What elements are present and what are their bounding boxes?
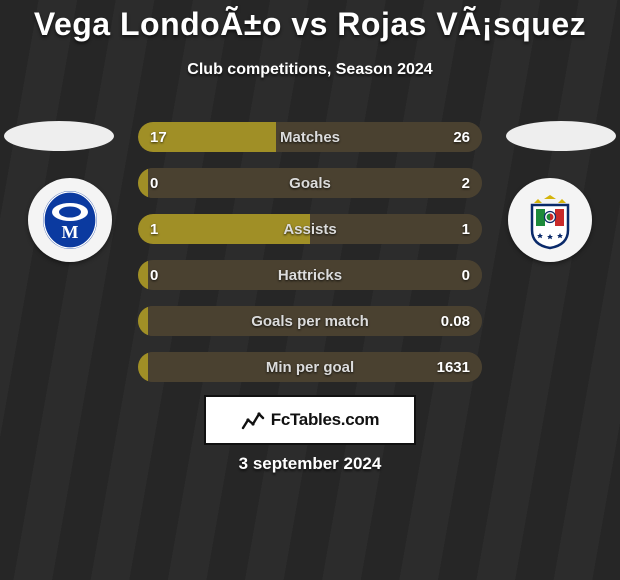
infographic: Vega LondoÃ±o vs Rojas VÃ¡squez Club com… — [0, 0, 620, 580]
stat-bars: 1726Matches 02Goals 11Assists 00Hattricks 0.… — [138, 122, 482, 398]
stat-row: 0.08Goals per match — [138, 306, 482, 336]
stat-label: Matches — [138, 122, 482, 152]
team-badge-left: M — [28, 178, 112, 262]
stat-label: Goals per match — [138, 306, 482, 336]
team-badge-right — [508, 178, 592, 262]
date: 3 september 2024 — [0, 454, 620, 474]
brand-box: FcTables.com — [204, 395, 416, 445]
millonarios-badge-icon: M — [40, 190, 100, 250]
stat-row: 00Hattricks — [138, 260, 482, 290]
country-oval-left — [4, 121, 114, 151]
page-title: Vega LondoÃ±o vs Rojas VÃ¡squez — [0, 0, 620, 43]
stat-row: 1631Min per goal — [138, 352, 482, 382]
brand-text: FcTables.com — [271, 410, 380, 430]
brand-logo-icon — [241, 408, 265, 432]
stat-row: 11Assists — [138, 214, 482, 244]
stat-label: Assists — [138, 214, 482, 244]
svg-text:M: M — [62, 222, 79, 242]
stat-label: Min per goal — [138, 352, 482, 382]
stat-label: Goals — [138, 168, 482, 198]
once-caldas-badge-icon — [520, 190, 580, 250]
country-oval-right — [506, 121, 616, 151]
stat-label: Hattricks — [138, 260, 482, 290]
subtitle: Club competitions, Season 2024 — [0, 61, 620, 79]
stat-row: 1726Matches — [138, 122, 482, 152]
stat-row: 02Goals — [138, 168, 482, 198]
